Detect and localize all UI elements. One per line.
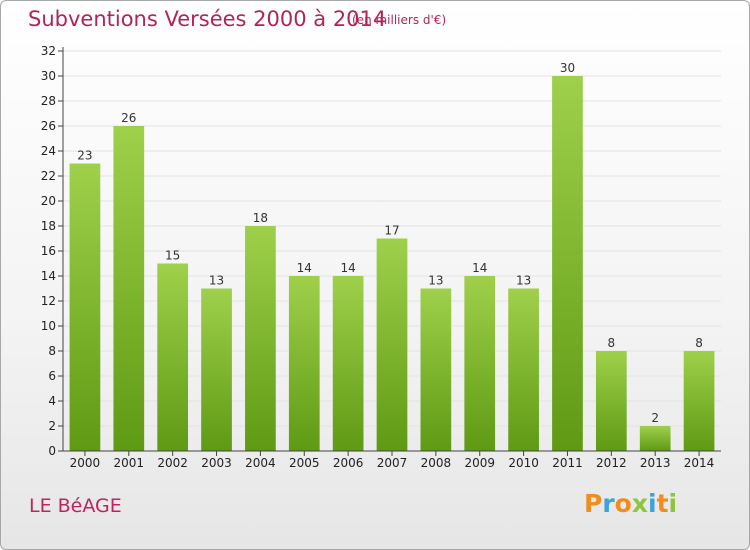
y-tick-label: 32: [41, 44, 56, 58]
x-tick-label: 2000: [70, 456, 101, 470]
chart-unit-note: (en milliers d'€): [352, 13, 447, 27]
y-tick-label: 18: [41, 219, 56, 233]
logo-letter: r: [602, 489, 615, 518]
bar: [157, 263, 189, 451]
proxiti-logo[interactable]: Proxiti: [584, 489, 677, 518]
x-tick-label: 2011: [552, 456, 583, 470]
bar: [332, 276, 364, 451]
y-tick-label: 20: [41, 194, 56, 208]
y-tick-label: 30: [41, 69, 56, 83]
bar: [113, 126, 145, 451]
chart-title: Subventions Versées 2000 à 2014: [28, 7, 387, 31]
bar: [201, 288, 232, 451]
logo-letter: i: [648, 489, 657, 518]
logo-letter: t: [656, 489, 669, 518]
y-tick-label: 22: [41, 169, 56, 183]
y-tick-label: 14: [41, 269, 56, 283]
bar: [245, 226, 276, 451]
bar: [595, 351, 627, 451]
y-tick-label: 16: [41, 244, 56, 258]
bar-value-label: 14: [472, 261, 487, 275]
y-tick-label: 8: [48, 344, 56, 358]
logo-letter: i: [668, 489, 678, 518]
logo-letter: x: [631, 489, 648, 518]
y-tick-label: 2: [48, 419, 56, 433]
x-tick-label: 2014: [684, 456, 715, 470]
x-tick-label: 2008: [421, 456, 452, 470]
bar-value-label: 8: [608, 336, 616, 350]
x-tick-label: 2005: [289, 456, 320, 470]
logo-letter: o: [614, 489, 632, 518]
bar-value-label: 23: [77, 149, 92, 163]
y-tick-label: 26: [41, 119, 56, 133]
x-tick-label: 2012: [596, 456, 627, 470]
commune-name: LE BéAGE: [29, 495, 122, 517]
bar-value-label: 13: [516, 274, 531, 288]
y-tick-label: 10: [41, 319, 56, 333]
x-tick-label: 2002: [157, 456, 188, 470]
y-tick-label: 6: [48, 369, 56, 383]
x-tick-label: 2007: [377, 456, 408, 470]
bar: [464, 276, 496, 451]
bar-value-label: 26: [121, 111, 136, 125]
x-tick-label: 2004: [245, 456, 276, 470]
bar: [639, 426, 671, 451]
x-tick-label: 2001: [114, 456, 145, 470]
bar: [683, 351, 715, 451]
bar: [376, 238, 408, 451]
x-tick-label: 2010: [508, 456, 539, 470]
bars: 23 26 15 13 18 14 14 17 13 14 13 30 8 2 8: [69, 61, 715, 451]
bar-value-label: 14: [297, 261, 312, 275]
bar: [420, 288, 452, 451]
y-tick-label: 24: [41, 144, 56, 158]
bar-value-label: 17: [384, 224, 399, 238]
bar: [508, 288, 539, 451]
bar: [69, 163, 101, 451]
logo-letter: P: [584, 489, 603, 518]
x-tick-label: 2009: [464, 456, 495, 470]
y-tick-label: 4: [48, 394, 56, 408]
bar: [288, 276, 320, 451]
bar-value-label: 13: [209, 274, 224, 288]
bar-value-label: 2: [651, 411, 659, 425]
y-tick-label: 0: [48, 444, 56, 458]
y-tick-label: 28: [41, 94, 56, 108]
bar-value-label: 8: [695, 336, 703, 350]
bar-value-label: 13: [428, 274, 443, 288]
y-tick-label: 12: [41, 294, 56, 308]
x-tick-label: 2003: [201, 456, 232, 470]
bar-value-label: 30: [560, 61, 575, 75]
x-tick-label: 2013: [640, 456, 671, 470]
bar: [552, 76, 583, 451]
bar-value-label: 15: [165, 249, 180, 263]
x-tick-label: 2006: [333, 456, 364, 470]
bar-value-label: 18: [253, 211, 268, 225]
bar-value-label: 14: [340, 261, 355, 275]
